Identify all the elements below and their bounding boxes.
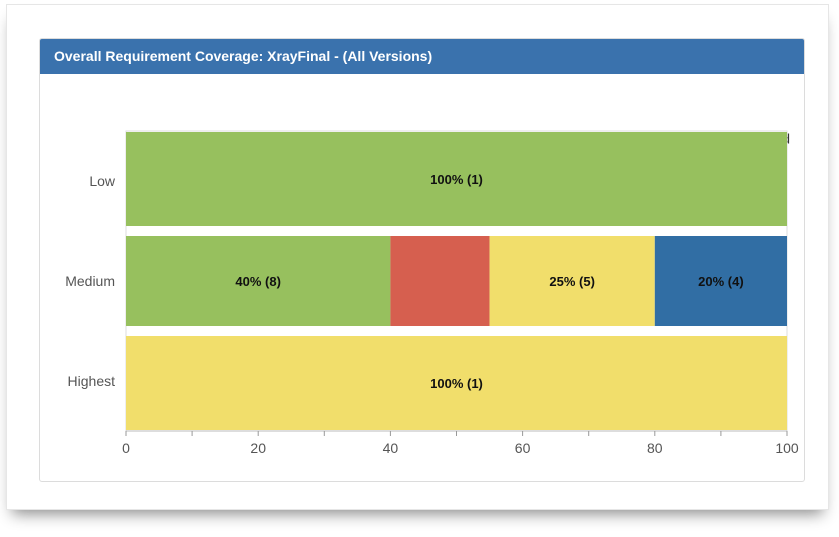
panel-title: Overall Requirement Coverage: XrayFinal … — [40, 39, 804, 74]
data-label-highest-not-run: 100% (1) — [430, 376, 483, 391]
x-tick-label-20: 20 — [250, 440, 266, 456]
bar-highest-not-run[interactable] — [126, 336, 787, 430]
bar-medium-nok[interactable] — [390, 236, 490, 326]
x-tick-label-80: 80 — [647, 440, 663, 456]
x-tick-label-0: 0 — [122, 440, 130, 456]
coverage-chart: OKNOKNot RunUnknownUncovered 100% (1)40%… — [65, 130, 799, 456]
x-tick-label-100: 100 — [775, 440, 799, 456]
data-label-low-ok: 100% (1) — [430, 172, 483, 187]
x-tick-label-60: 60 — [515, 440, 531, 456]
bar-medium-ok[interactable] — [126, 236, 391, 326]
bar-medium-not-run[interactable] — [489, 236, 655, 326]
coverage-panel: Overall Requirement Coverage: XrayFinal … — [39, 38, 805, 482]
data-label-medium-not-run: 25% (5) — [549, 274, 595, 289]
x-axis: 0 20 40 60 80 100 — [122, 430, 799, 456]
data-label-medium-uncovered: 20% (4) — [698, 274, 744, 289]
bar-medium-uncovered[interactable] — [654, 236, 787, 326]
y-tick-label-low: Low — [89, 173, 116, 189]
y-axis-labels: Low Medium Highest — [65, 173, 116, 389]
data-label-medium-ok: 40% (8) — [235, 274, 281, 289]
screenshot-frame: Overall Requirement Coverage: XrayFinal … — [6, 4, 829, 510]
bar-low-ok[interactable] — [126, 132, 787, 226]
x-tick-label-40: 40 — [383, 440, 399, 456]
y-tick-label-medium: Medium — [65, 273, 115, 289]
y-tick-label-highest: Highest — [68, 373, 116, 389]
chart-bars: 100% (1) 40% (8) 25% (5) 20% (4) 100% (1) — [125, 130, 788, 432]
